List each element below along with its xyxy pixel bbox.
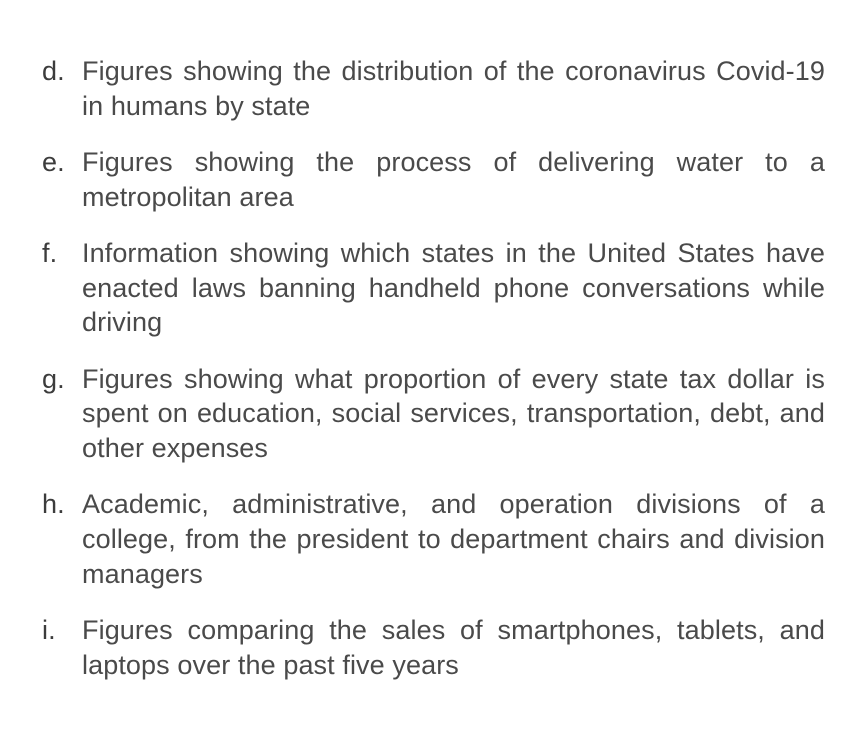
list-text: Information showing which states in the …	[82, 236, 825, 340]
list-item: i. Figures comparing the sales of smartp…	[42, 613, 825, 682]
list-marker: i.	[42, 613, 82, 682]
list-marker: d.	[42, 54, 82, 123]
list-marker: h.	[42, 487, 82, 591]
list-text: Figures showing the distribution of the …	[82, 54, 825, 123]
list-text: Academic, administrative, and operation …	[82, 487, 825, 591]
list-item: h. Academic, administrative, and operati…	[42, 487, 825, 591]
list-item: f. Information showing which states in t…	[42, 236, 825, 340]
list-item: e. Figures showing the process of delive…	[42, 145, 825, 214]
list-text: Figures comparing the sales of smartphon…	[82, 613, 825, 682]
page: d. Figures showing the distribution of t…	[0, 0, 867, 744]
list-item: g. Figures showing what proportion of ev…	[42, 362, 825, 466]
list-marker: g.	[42, 362, 82, 466]
list-item: d. Figures showing the distribution of t…	[42, 54, 825, 123]
list-marker: e.	[42, 145, 82, 214]
list-marker: f.	[42, 236, 82, 340]
list-text: Figures showing the process of deliverin…	[82, 145, 825, 214]
list-text: Figures showing what proportion of every…	[82, 362, 825, 466]
